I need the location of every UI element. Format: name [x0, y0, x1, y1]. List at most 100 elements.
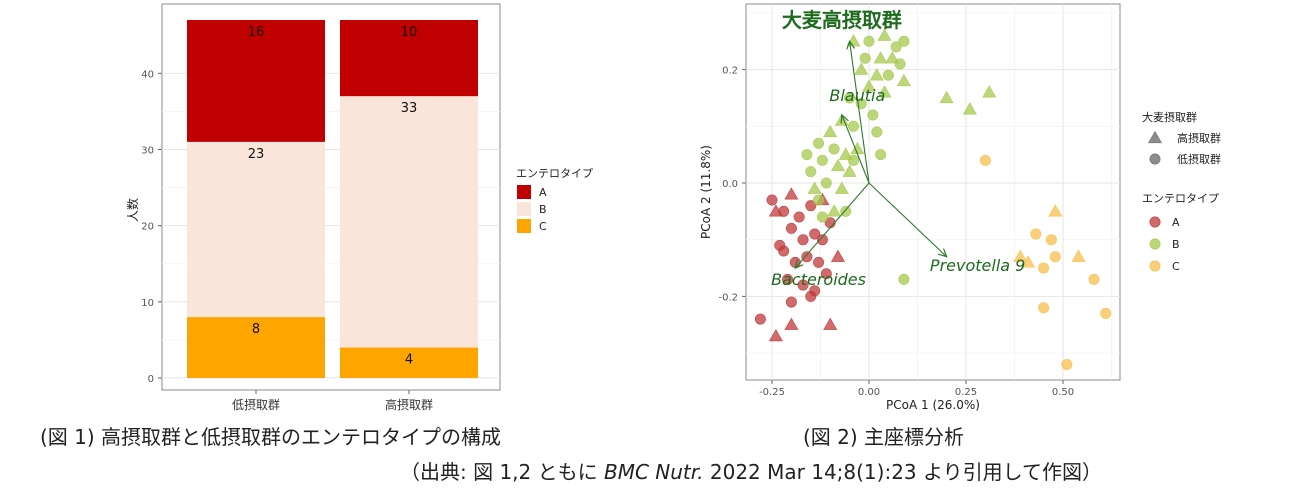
scatter-point-B [847, 154, 859, 166]
scatter-axes: -0.25 0.00 0.25 0.50 -0.2 0.0 0.2 [718, 66, 1074, 398]
scatter-point-B [939, 90, 954, 104]
scatter-point-A [801, 251, 813, 263]
scatter-legend-shape-triangle [1147, 130, 1163, 144]
scatter-point-B [863, 35, 875, 47]
scatter-x-axis-label: PCoA 1 (26.0%) [886, 398, 980, 412]
scatter-point-B [896, 73, 911, 87]
scatter-x-tick-label: -0.25 [759, 387, 785, 398]
scatter-legend-color-title: エンテロタイプ [1142, 192, 1219, 205]
scatter-point-B [882, 69, 894, 81]
scatter-point-A [820, 268, 832, 280]
scatter-point-B [801, 149, 813, 161]
scatter-point-A [785, 296, 797, 308]
scatter-legend-color-label: A [1172, 216, 1180, 229]
scatter-point-B [813, 194, 825, 206]
scatter-point-B [894, 58, 906, 70]
bar-legend-title: エンテロタイプ [516, 167, 593, 180]
bar-segments [187, 20, 478, 378]
scatter-point-A [784, 187, 799, 200]
scatter-point-B [875, 149, 887, 161]
scatter-point-B [890, 41, 902, 53]
scatter-x-tick-label: 0.00 [858, 387, 880, 398]
scatter-point-A [823, 317, 838, 330]
scatter-panel [745, 3, 1121, 381]
scatter-x-tick-label: 0.50 [1052, 387, 1074, 398]
bar-data-label-B: 23 [248, 147, 265, 162]
scatter-point-A [816, 234, 828, 246]
biplot-arrow-label: Prevotella 9 [930, 256, 1025, 275]
citation-suffix: 2022 Mar 14;8(1):23 より引用して作図） [703, 460, 1103, 484]
biplot-arrows: 大麦高摂取群 Blautia Bacteroides Prevotella 9 [771, 8, 1025, 289]
scatter-legend-shape-label: 低摂取群 [1177, 152, 1221, 166]
scatter-point-C [1049, 251, 1061, 263]
scatter-point-C [1071, 249, 1086, 262]
scatter-y-axis-label: PCoA 2 (11.8%) [699, 145, 713, 239]
bar-legend-swatch-B [517, 202, 531, 216]
bar-segment-B [187, 141, 325, 318]
scatter-point-A [782, 273, 794, 285]
bar-legend-swatch-C [517, 219, 531, 233]
scatter-point-B [877, 85, 892, 98]
scatter-point-C [1061, 358, 1073, 370]
scatter-point-C [1030, 228, 1042, 240]
scatter-point-C [979, 154, 991, 166]
scatter-point-B [861, 79, 877, 92]
scatter-point-B [823, 124, 838, 138]
scatter-point-B [813, 137, 825, 149]
scatter-point-B [877, 28, 892, 41]
bar-legend-label-C: C [539, 220, 547, 233]
scatter-point-A [809, 228, 821, 240]
scatter-point-B [885, 51, 900, 64]
scatter-point-B [898, 273, 910, 285]
bar-data-label-C: 4 [405, 353, 413, 368]
biplot-arrow-label: Bacteroides [771, 270, 866, 289]
bar-legend-label-A: A [539, 186, 547, 199]
bar-segment-A [187, 20, 325, 142]
scatter-point-B [898, 35, 910, 47]
scatter-point-B [871, 126, 883, 138]
scatter-point-B [816, 211, 828, 223]
scatter-point-B [827, 204, 842, 217]
scatter-point-A [793, 211, 805, 223]
bar-data-label-C: 8 [252, 322, 260, 337]
bar-data-labels: 8 23 16 4 33 10 [248, 25, 418, 368]
scatter-point-C [1088, 273, 1100, 285]
scatter-point-A [797, 234, 809, 246]
bar-segment-B [340, 96, 478, 348]
scatter-point-C [1100, 307, 1112, 319]
bar-data-label-B: 33 [401, 101, 418, 116]
bar-legend-swatch-A [517, 185, 531, 199]
scatter-point-B [873, 51, 888, 64]
scatter-point-B [840, 205, 852, 217]
scatter-point-A [774, 239, 786, 251]
scatter-legend-shape-circle [1149, 153, 1161, 165]
scatter-point-B [838, 147, 853, 160]
bar-y-tick-label: 30 [141, 145, 154, 156]
scatter-point-B [820, 177, 832, 189]
scatter-point-C [1013, 249, 1028, 262]
scatter-point-B [816, 154, 828, 166]
scatter-legend-color-B [1149, 238, 1161, 250]
biplot-arrow [795, 182, 870, 268]
scatter-point-C [1048, 204, 1063, 217]
scatter-point-A [797, 279, 809, 291]
scatter-point-B [830, 158, 845, 172]
scatter-y-tick-label: 0.0 [722, 179, 738, 190]
scatter-point-B [834, 181, 849, 194]
scatter-point-B [805, 166, 817, 178]
scatter-point-A [785, 222, 797, 234]
bar-legend: エンテロタイプ ABC [516, 167, 593, 233]
bar-axes: 0 10 20 30 40 低摂取群 高摂取群 [141, 69, 433, 412]
biplot-arrow-label: Blautia [829, 86, 885, 105]
pcoa-scatter-chart: 大麦高摂取群 Blautia Bacteroides Prevotella 9 -0.… [699, 3, 1221, 412]
bar-data-label-A: 16 [248, 25, 265, 40]
citation-prefix: （出典: 図 1,2 ともに [400, 460, 604, 484]
scatter-points [754, 28, 1112, 370]
scatter-point-A [789, 256, 801, 268]
stacked-bar-chart: 8 23 16 4 33 10 0 10 20 30 40 低摂取群 高摂取群 人数 エンテロタイプ A… [125, 3, 593, 412]
scatter-point-B [962, 102, 977, 115]
scatter-legend-color-A [1149, 216, 1161, 228]
scatter-point-A [768, 328, 783, 342]
biplot-arrow [850, 41, 870, 184]
